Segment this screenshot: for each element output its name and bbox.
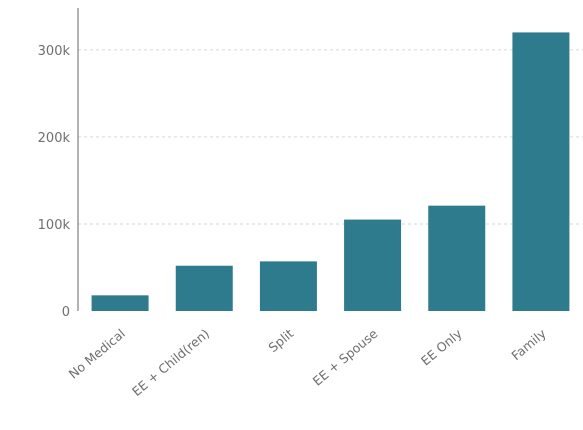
x-tick-label: EE + Child(ren) (129, 326, 212, 399)
y-tick-label: 0 (62, 305, 70, 320)
bar (512, 32, 570, 311)
x-tick-labels: No Medical EE + Child(ren) Split EE + Spous… (66, 325, 550, 399)
x-tick-label: Split (265, 326, 296, 355)
bar (259, 261, 317, 311)
x-tick-label: EE Only (418, 325, 465, 368)
bar (428, 205, 486, 311)
x-tick-label: EE + Spouse (310, 326, 381, 389)
grid-layer (78, 49, 583, 225)
y-tick-labels: 0 100k 200k 300k (38, 44, 71, 320)
y-tick-label: 200k (38, 131, 71, 146)
x-tick-label: No Medical (66, 326, 128, 382)
bar (91, 295, 149, 311)
bar (175, 265, 233, 311)
bars-layer (91, 32, 570, 311)
bar (344, 219, 402, 311)
x-tick-label: Family (508, 325, 549, 363)
y-tick-label: 100k (38, 218, 71, 233)
y-tick-label: 300k (38, 44, 71, 59)
